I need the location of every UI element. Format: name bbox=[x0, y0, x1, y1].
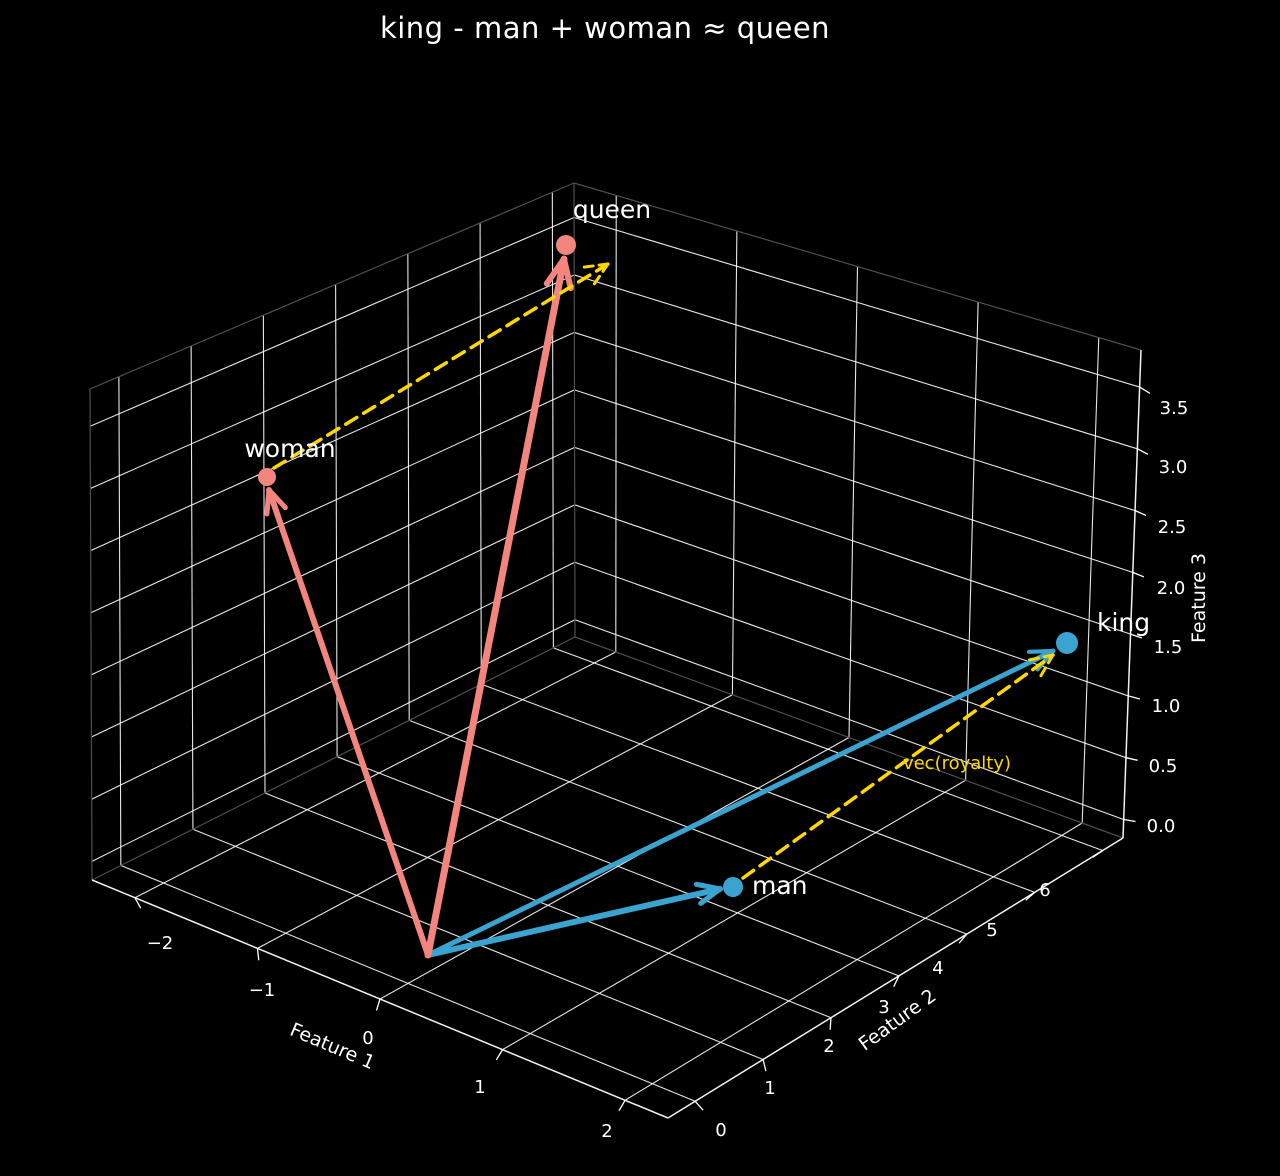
tick-label-x: −1 bbox=[249, 980, 276, 1001]
axis-y-ticks: 0 1 2 3 4 5 6 bbox=[694, 850, 1103, 1141]
vector-royalty-from-man bbox=[741, 653, 1055, 880]
tick-label-z: 3.5 bbox=[1160, 398, 1189, 419]
tick-label-y: 6 bbox=[1039, 880, 1050, 901]
point-king bbox=[1056, 632, 1078, 654]
data-points: king man woman queen bbox=[244, 195, 1150, 900]
tick-label-z: 2.0 bbox=[1157, 578, 1186, 599]
axis-z-ticks: 0.0 0.5 1.0 1.5 2.0 2.5 3.0 3.5 bbox=[1123, 386, 1189, 837]
tick-label-x: 1 bbox=[474, 1077, 485, 1098]
point-woman bbox=[258, 468, 276, 486]
tick-label-y: 1 bbox=[764, 1078, 775, 1099]
tick-label-x: −2 bbox=[147, 933, 174, 954]
tick-label-y: 3 bbox=[878, 997, 889, 1018]
point-label-man: man bbox=[752, 871, 808, 900]
point-queen bbox=[556, 235, 576, 255]
vec-royalty-label: vec(royalty) bbox=[903, 753, 1011, 774]
point-label-woman: woman bbox=[244, 434, 335, 463]
tick-label-y: 4 bbox=[932, 958, 943, 979]
tick-label-z: 0.5 bbox=[1149, 756, 1178, 777]
vector-royalty-from-woman bbox=[272, 262, 610, 470]
point-label-queen: queen bbox=[573, 195, 651, 224]
tick-label-x: 2 bbox=[601, 1121, 612, 1142]
point-label-king: king bbox=[1097, 608, 1150, 637]
pane-edges bbox=[89, 182, 1142, 881]
tick-label-z: 1.0 bbox=[1152, 696, 1181, 717]
tick-label-z: 2.5 bbox=[1158, 517, 1187, 538]
grid-panes bbox=[89, 192, 1140, 1102]
tick-label-z: 1.5 bbox=[1154, 637, 1183, 658]
point-man bbox=[723, 877, 743, 897]
tick-label-x: 0 bbox=[362, 1028, 373, 1049]
tick-label-z: 3.0 bbox=[1159, 457, 1188, 478]
axis-x-ticks: −2 −1 0 1 2 bbox=[134, 897, 626, 1142]
chart-title: king - man + woman ≈ queen bbox=[379, 11, 831, 45]
vector-woman bbox=[264, 487, 431, 958]
axis-label-z: Feature 3 bbox=[1188, 553, 1210, 643]
tick-label-z: 0.0 bbox=[1147, 816, 1176, 837]
vector-king bbox=[425, 648, 1056, 958]
vector-man bbox=[425, 881, 723, 958]
tick-label-y: 0 bbox=[715, 1120, 726, 1141]
vector-queen bbox=[424, 255, 574, 959]
tick-label-y: 5 bbox=[986, 920, 997, 941]
tick-label-y: 2 bbox=[823, 1036, 834, 1057]
